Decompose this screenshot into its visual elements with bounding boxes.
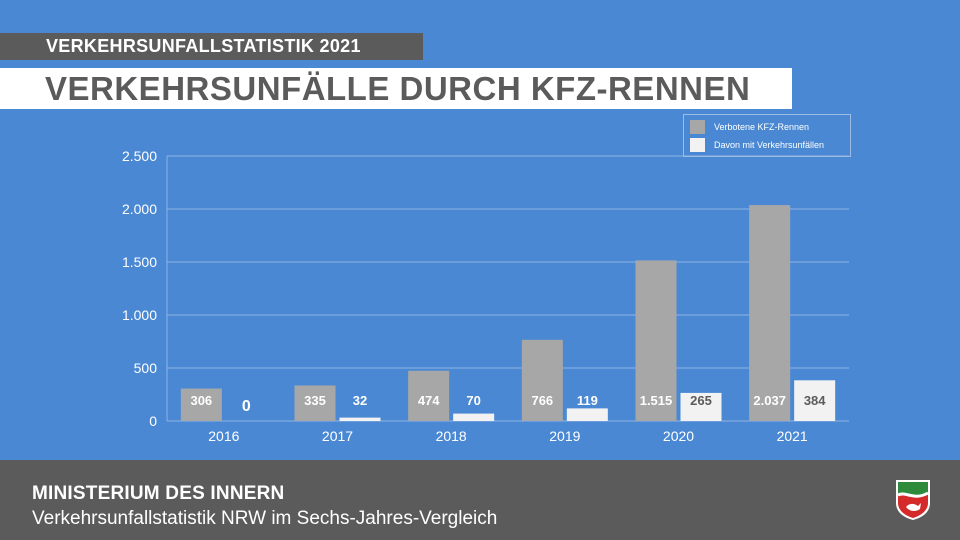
bar-primary	[180, 388, 222, 421]
bar-primary	[294, 385, 336, 421]
x-tick-label: 2019	[549, 428, 580, 444]
data-label: 265	[690, 393, 712, 408]
y-tick-label: 0	[149, 413, 157, 429]
bar-secondary	[680, 392, 722, 421]
bar-secondary	[339, 417, 381, 421]
bar-secondary	[566, 408, 608, 421]
legend-entry-primary: Verbotene KFZ-Rennen	[690, 119, 809, 135]
bar-secondary	[453, 413, 495, 421]
page-title: VERKEHRSUNFÄLLE DURCH KFZ-RENNEN	[0, 68, 792, 109]
data-label: 766	[531, 393, 553, 408]
data-label: 0	[242, 398, 251, 415]
footer-subtitle: Verkehrsunfallstatistik NRW im Sechs-Jah…	[32, 508, 498, 529]
legend-label-primary: Verbotene KFZ-Rennen	[714, 122, 810, 132]
x-tick-label: 2020	[663, 428, 694, 444]
ministry-name: MINISTERIUM DES INNERN	[32, 483, 285, 504]
legend-swatch-primary	[690, 120, 705, 134]
y-tick-label: 1.000	[122, 307, 157, 323]
data-label: 70	[466, 393, 480, 408]
data-label: 384	[804, 393, 826, 408]
legend-swatch-secondary	[690, 138, 705, 152]
x-tick-label: 2016	[208, 428, 239, 444]
y-tick-label: 1.500	[122, 254, 157, 270]
bar-primary	[749, 205, 791, 421]
bar-primary	[521, 339, 563, 421]
legend-label-secondary: Davon mit Verkehrsunfällen	[714, 140, 825, 150]
data-label: 1.515	[640, 393, 673, 408]
bar-primary	[635, 260, 677, 421]
x-tick-label: 2017	[322, 428, 353, 444]
x-tick-label: 2021	[777, 428, 808, 444]
x-tick-label: 2018	[436, 428, 467, 444]
bar-secondary	[794, 380, 836, 421]
data-label: 335	[304, 393, 326, 408]
footer-bar: MINISTERIUM DES INNERN Verkehrsunfallsta…	[0, 460, 960, 540]
data-label: 474	[418, 393, 440, 408]
data-label: 306	[190, 393, 212, 408]
y-tick-label: 2.500	[122, 148, 157, 164]
y-tick-label: 2.000	[122, 201, 157, 217]
data-label: 32	[353, 393, 367, 408]
kicker-banner: VERKEHRSUNFALLSTATISTIK 2021	[0, 33, 423, 60]
chart-legend: Verbotene KFZ-Rennen Davon mit Verkehrsu…	[683, 114, 851, 157]
bar-primary	[408, 370, 450, 421]
nrw-coat-of-arms-icon	[896, 480, 930, 520]
data-label: 119	[577, 393, 598, 408]
y-tick-label: 500	[134, 360, 158, 376]
data-label: 2.037	[753, 393, 786, 408]
legend-entry-secondary: Davon mit Verkehrsunfällen	[690, 137, 824, 153]
